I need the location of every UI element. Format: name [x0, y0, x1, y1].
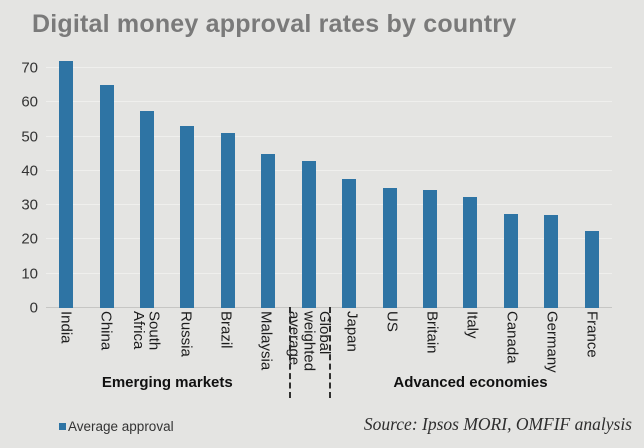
gridline [46, 272, 612, 274]
bar-south-africa [140, 110, 155, 308]
x-label-slot: China [86, 311, 126, 381]
bar-slot [450, 60, 490, 308]
chart-title: Digital money approval rates by country [32, 10, 517, 38]
x-tick-label: China [97, 311, 115, 351]
gridline [46, 204, 612, 206]
x-tick-label: Russia [177, 311, 195, 357]
gridline [46, 67, 612, 68]
y-tick-label: 50 [21, 128, 38, 146]
x-label-slot: Germany [532, 311, 572, 381]
gridline [46, 101, 612, 103]
x-label-slot: Brazil [206, 311, 246, 381]
x-tick-label: Brazil [217, 311, 235, 349]
group-label-advanced-economies: Advanced economies [393, 374, 548, 391]
dashed-separator [329, 307, 331, 398]
bar-slot [86, 60, 126, 308]
y-tick-label: 10 [21, 265, 38, 283]
bar-russia [180, 126, 195, 308]
x-label-slot: US [372, 311, 412, 381]
bar-italy [463, 196, 478, 308]
x-label-slot: Canada [492, 311, 532, 381]
bar-slot [491, 60, 531, 308]
x-tick-label: Italy [463, 311, 481, 339]
bar-us [382, 188, 397, 308]
x-label-slot: Italy [452, 311, 492, 381]
x-tick-label: India [57, 311, 75, 344]
x-tick-label: Germany [543, 311, 561, 373]
gridline [46, 169, 612, 171]
x-tick-label: Britain [423, 311, 441, 354]
bar-france [584, 230, 599, 308]
bar-series [46, 60, 612, 308]
bar-slot [248, 60, 288, 308]
bar-britain [423, 189, 437, 308]
legend: Average approval [59, 419, 174, 434]
bar-slot [167, 60, 207, 308]
bar-slot [127, 60, 167, 308]
x-label-slot: Global weighted average [285, 311, 333, 381]
bar-slot [410, 60, 450, 308]
y-tick-label: 20 [21, 230, 38, 248]
x-axis: India China South Africa Russia Brazil Malays… [46, 311, 612, 381]
x-label-slot: South Africa [126, 311, 166, 381]
x-tick-label: France [583, 311, 601, 358]
bar-china [99, 85, 114, 308]
bar-slot [571, 60, 611, 308]
bar-slot [289, 60, 329, 308]
bar-slot [329, 60, 369, 308]
x-label-slot: Japan [332, 311, 372, 381]
bar-global-weighted-average [301, 160, 316, 308]
dashed-separator [288, 307, 291, 398]
x-tick-label: South Africa [130, 311, 163, 351]
x-label-slot: Britain [412, 311, 452, 381]
legend-label: Average approval [68, 419, 174, 434]
x-label-slot: Malaysia [246, 311, 286, 381]
x-label-slot: France [572, 311, 612, 381]
source-note: Source: Ipsos MORI, OMFIF analysis [363, 414, 632, 434]
y-axis: 0 10 20 30 40 50 60 70 [0, 59, 38, 317]
bar-slot [369, 60, 409, 308]
x-tick-label: Malaysia [257, 311, 275, 371]
bar-slot [208, 60, 248, 308]
bar-canada [503, 213, 518, 308]
x-label-slot: Russia [166, 311, 206, 381]
gridline [46, 238, 612, 240]
legend-swatch-icon [59, 423, 66, 430]
bar-japan [342, 179, 357, 308]
x-tick-label: Global weighted average [285, 311, 333, 372]
bar-slot [531, 60, 571, 308]
x-tick-label: Canada [503, 311, 521, 364]
bar-germany [544, 215, 559, 308]
bar-india [59, 61, 74, 308]
group-label-emerging-markets: Emerging markets [101, 374, 233, 391]
y-tick-label: 0 [29, 299, 38, 317]
x-tick-label: Japan [343, 311, 361, 352]
bar-malaysia [261, 153, 276, 308]
gridline [46, 135, 612, 137]
y-tick-label: 40 [21, 162, 38, 180]
bar-slot [46, 60, 86, 308]
y-tick-label: 70 [21, 59, 38, 77]
bar-brazil [220, 133, 235, 308]
y-tick-label: 60 [21, 93, 38, 111]
x-label-slot: India [46, 311, 86, 381]
y-tick-label: 30 [21, 196, 38, 214]
plot-area [46, 60, 612, 308]
x-tick-label: US [383, 311, 401, 332]
